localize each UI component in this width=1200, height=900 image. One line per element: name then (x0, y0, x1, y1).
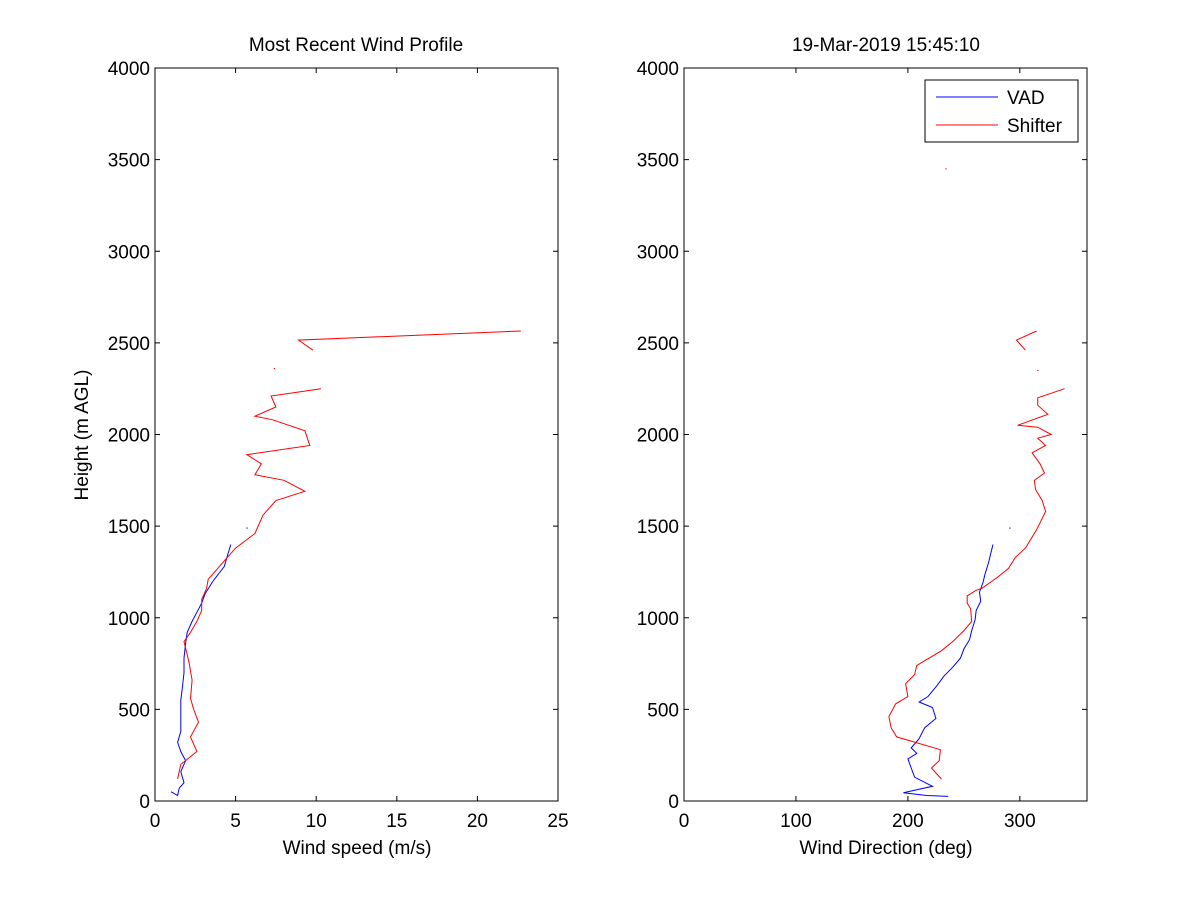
wind-speed-panel: 0 5 10 15 20 25 0 500 1000 1500 2000 2500 3000 3500 40… (72, 35, 569, 859)
wind-direction-shifter-point (1037, 369, 1039, 372)
wind-direction-chart-title: 19-Mar-2019 15:45:10 (792, 35, 980, 56)
wind-direction-y-tick-label: 3500 (637, 151, 679, 172)
wind-direction-x-tick-label: 0 (679, 811, 690, 832)
wind-speed-series (170, 330, 521, 797)
height-y-axis-label: Height (m AGL) (72, 370, 93, 501)
wind-direction-y-tick-label: 2500 (637, 334, 679, 355)
wind-direction-y-tick-label: 4000 (637, 59, 679, 80)
wind-direction-x-tick-label: 100 (780, 811, 812, 832)
wind-speed-ticks: 0 5 10 15 20 25 0 500 1000 1500 2000 2500 3000 3500 40… (108, 59, 569, 832)
wind-speed-y-tick-label: 3500 (108, 151, 150, 172)
wind-direction-vad-point (1009, 527, 1011, 529)
legend: VAD Shifter (924, 79, 1079, 143)
wind-speed-y-tick-label: 3000 (108, 242, 150, 263)
wind-speed-x-tick-label: 15 (386, 811, 407, 832)
wind-speed-vad-line (170, 544, 232, 797)
wind-speed-vad-point (246, 527, 248, 529)
wind-direction-plot-frame (683, 67, 1088, 802)
wind-speed-shifter-line (177, 388, 322, 780)
wind-speed-x-tick-label: 10 (306, 811, 327, 832)
wind-direction-y-tick-label: 1500 (637, 517, 679, 538)
wind-speed-y-tick-label: 1000 (108, 609, 150, 630)
wind-speed-plot-frame (154, 67, 559, 802)
wind-direction-series (888, 168, 1065, 797)
wind-speed-y-tick-label: 2500 (108, 334, 150, 355)
wind-speed-x-tick-label: 5 (230, 811, 241, 832)
legend-box (924, 79, 1079, 143)
wind-speed-shifter-point (273, 368, 275, 370)
wind-speed-x-axis-label: Wind speed (m/s) (283, 838, 432, 859)
wind-direction-ticks: 0 100 200 300050010001500200025003000350040… (637, 59, 1087, 832)
wind-direction-x-tick-label: 300 (1004, 811, 1036, 832)
wind-direction-shifter-point (945, 168, 947, 170)
wind-direction-shifter-line (888, 388, 1065, 780)
wind-direction-y-tick-label: 2000 (637, 426, 679, 447)
wind-speed-shifter-line (296, 330, 521, 351)
legend-label-vad: VAD (1007, 88, 1045, 109)
wind-direction-panel: 0 100 200 300050010001500200025003000350040… (637, 35, 1088, 859)
wind-speed-y-tick-label: 4000 (108, 59, 150, 80)
wind-speed-y-tick-label: 1500 (108, 517, 150, 538)
wind-speed-x-tick-label: 25 (547, 811, 568, 832)
wind-direction-vad-line (903, 544, 994, 797)
wind-direction-y-tick-label: 0 (668, 792, 679, 813)
wind-direction-shifter-line (1015, 330, 1037, 351)
wind-speed-y-tick-label: 0 (139, 792, 150, 813)
wind-speed-x-tick-label: 20 (467, 811, 488, 832)
wind-speed-y-tick-label: 500 (118, 700, 150, 721)
wind-direction-y-tick-label: 3000 (637, 242, 679, 263)
wind-speed-x-tick-label: 0 (150, 811, 161, 832)
wind-direction-y-tick-label: 1000 (637, 609, 679, 630)
legend-label-shifter: Shifter (1007, 116, 1063, 137)
wind-direction-y-tick-label: 500 (647, 700, 679, 721)
wind-speed-chart-title: Most Recent Wind Profile (249, 35, 463, 56)
wind-direction-x-axis-label: Wind Direction (deg) (799, 838, 972, 859)
wind-direction-x-tick-label: 200 (892, 811, 924, 832)
wind-speed-y-tick-label: 2000 (108, 426, 150, 447)
